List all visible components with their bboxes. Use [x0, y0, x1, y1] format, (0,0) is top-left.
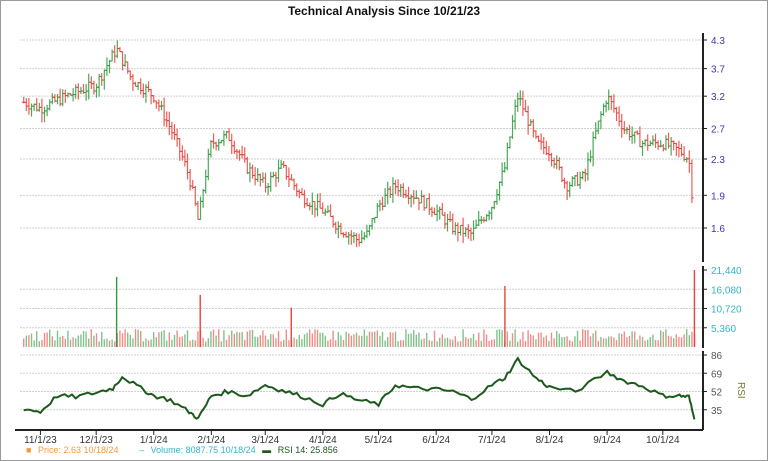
rsi-line [23, 356, 696, 420]
rsi-tick-label: 86 [711, 351, 723, 362]
price-tick-label: 1.6 [711, 224, 725, 235]
volume-legend-marker: – [139, 445, 145, 455]
rsi-axis-label: RSI [735, 382, 746, 399]
x-tick-label: 1/1/24 [140, 435, 168, 446]
x-tick-label: 7/1/24 [478, 435, 506, 446]
x-tick-label: 12/1/23 [79, 435, 113, 446]
x-tick-label: 3/1/24 [251, 435, 279, 446]
x-tick-label: 4/1/24 [309, 435, 337, 446]
volume-tick-label: 10,720 [711, 305, 742, 316]
x-tick-label: 2/1/24 [197, 435, 225, 446]
volume-tick-label: 16,080 [711, 285, 742, 296]
rsi-legend: RSI 14: 25.856 [277, 445, 338, 455]
x-tick-label: 5/1/24 [365, 435, 393, 446]
rsi-tick-label: 35 [711, 406, 723, 417]
price-tick-label: 2.7 [711, 124, 725, 135]
x-tick-label: 9/1/24 [593, 435, 621, 446]
rsi-tick-label: 52 [711, 388, 723, 399]
volume-tick-label: 5,360 [711, 324, 736, 335]
price-tick-label: 4.3 [711, 36, 725, 47]
price-legend-marker: ■ [26, 445, 32, 455]
chart-title: Technical Analysis Since 10/21/23 [287, 4, 481, 18]
x-tick-label: 11/1/23 [24, 435, 57, 446]
price-tick-label: 3.2 [711, 92, 725, 103]
x-tick-label: 6/1/24 [422, 435, 450, 446]
rsi-legend-marker: ▬ [262, 445, 272, 455]
x-tick-label: 10/1/24 [646, 435, 680, 446]
volume-tick-label: 21,440 [711, 266, 742, 277]
x-tick-label: 8/1/24 [536, 435, 564, 446]
rsi-tick-label: 69 [711, 369, 723, 380]
volume-legend: Volume: 8087.75 10/18/24 [150, 445, 256, 455]
legend: ■ Price: 2.63 10/18/24 – Volume: 8087.75… [26, 445, 342, 455]
price-tick-label: 2.3 [711, 155, 725, 166]
price-tick-label: 3.7 [711, 65, 725, 76]
price-tick-label: 1.9 [711, 191, 725, 202]
price-legend: Price: 2.63 10/18/24 [37, 445, 119, 455]
